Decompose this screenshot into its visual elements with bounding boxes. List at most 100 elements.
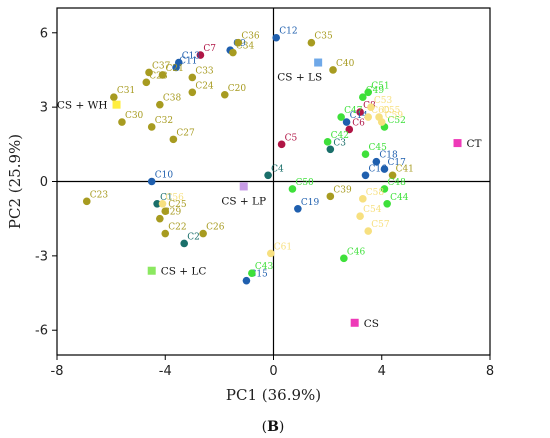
point-c36	[234, 38, 243, 47]
point-c10	[147, 177, 156, 186]
point-c5	[277, 140, 286, 149]
point-c25	[161, 207, 170, 216]
point-label-c2: C2	[187, 232, 200, 242]
point-c7	[196, 51, 205, 59]
point-label-c29: C29	[163, 208, 182, 218]
point-label-c21: C21	[166, 64, 184, 74]
sample-points: C1C2C3C4C5C6C7C8C9C10C11C12C13C14C15C16C…	[82, 27, 414, 285]
group-label-cs-lc: CS + LC	[161, 266, 207, 278]
point-label-c22: C22	[168, 223, 186, 233]
caption-open: (	[262, 419, 267, 435]
point-c34	[229, 48, 237, 57]
point-c48	[380, 185, 389, 193]
point-c8	[356, 108, 364, 116]
point-c54	[356, 212, 364, 220]
x-axis-title: PC1 (36.9%)	[226, 386, 321, 404]
point-c45	[361, 150, 370, 159]
point-c60	[364, 113, 373, 121]
point-label-c58: C58	[366, 188, 385, 198]
group-label-ct: CT	[467, 138, 482, 150]
point-label-c12: C12	[279, 27, 297, 37]
point-label-c51: C51	[371, 81, 389, 91]
point-label-c36: C36	[241, 32, 260, 42]
y-axis-title: PC2 (25.9%)	[6, 134, 24, 229]
point-label-c39: C39	[333, 185, 352, 195]
point-c6	[345, 125, 354, 134]
y-tick-label: -3	[35, 249, 48, 264]
point-label-c4: C4	[271, 164, 284, 174]
group-marker-ct	[453, 139, 462, 148]
point-label-c30: C30	[125, 111, 144, 121]
group-label-cs-lp: CS + LP	[221, 195, 266, 207]
point-label-c33: C33	[195, 66, 214, 76]
x-tick-label: -8	[51, 364, 64, 379]
point-c50	[288, 185, 297, 193]
group-marker-cs-lc	[147, 266, 156, 275]
point-label-c1: C1	[160, 193, 173, 203]
point-c58	[359, 195, 367, 203]
point-c13	[174, 58, 183, 67]
point-c57	[364, 227, 373, 235]
point-c15	[242, 276, 251, 285]
point-label-c43: C43	[255, 262, 274, 272]
point-c53	[367, 103, 375, 111]
point-c32	[147, 123, 156, 131]
point-label-c44: C44	[390, 193, 409, 203]
point-label-c17: C17	[387, 158, 406, 168]
point-c3	[326, 145, 335, 154]
point-c42	[323, 138, 332, 146]
point-c38	[156, 100, 164, 109]
group-label-cs-ls: CS + LS	[277, 72, 322, 84]
point-label-c41: C41	[396, 164, 414, 174]
point-label-c50: C50	[295, 178, 314, 188]
point-c27	[169, 135, 178, 144]
point-c26	[199, 229, 207, 238]
caption-letter: B	[267, 419, 279, 435]
point-c28	[142, 78, 151, 87]
y-tick-label: -6	[35, 324, 48, 339]
y-tick-label: 6	[40, 26, 48, 41]
y-tick-label: 3	[40, 101, 48, 116]
point-c51	[364, 88, 373, 97]
point-label-c48: C48	[387, 178, 406, 188]
point-label-c53: C53	[374, 96, 393, 106]
point-c56	[158, 200, 167, 208]
point-c44	[383, 200, 391, 208]
x-tick-label: 4	[378, 364, 386, 379]
point-label-c24: C24	[195, 81, 214, 91]
point-c1	[153, 200, 161, 208]
point-label-c25: C25	[168, 200, 187, 210]
point-label-c60: C60	[371, 106, 390, 116]
point-label-c14: C14	[350, 111, 369, 121]
point-c22	[161, 229, 170, 238]
point-c12	[272, 33, 281, 42]
point-label-c5: C5	[285, 133, 298, 143]
point-c31	[110, 93, 118, 102]
point-label-c34: C34	[236, 42, 255, 52]
group-label-cs-wh: CS + WH	[57, 100, 108, 112]
point-c39	[326, 192, 335, 201]
point-label-c19: C19	[301, 198, 320, 208]
point-label-c46: C46	[347, 247, 366, 257]
point-c23	[82, 197, 91, 206]
point-label-c57: C57	[371, 220, 390, 230]
point-label-c7: C7	[203, 44, 216, 54]
point-c17	[380, 165, 389, 173]
group-marker-cs-lp	[239, 182, 248, 191]
point-c59	[377, 118, 386, 126]
point-label-c38: C38	[163, 94, 182, 104]
point-c46	[340, 254, 348, 263]
point-label-c26: C26	[206, 223, 225, 233]
point-label-c55: C55	[382, 106, 401, 116]
x-tick-label: 8	[486, 364, 494, 379]
x-tick-label: 0	[269, 364, 277, 379]
point-label-c31: C31	[117, 86, 135, 96]
point-c47	[337, 113, 345, 121]
point-c20	[220, 90, 229, 99]
point-c14	[342, 118, 351, 126]
point-label-c20: C20	[228, 84, 247, 94]
point-label-c13: C13	[182, 52, 201, 62]
point-c29	[156, 214, 164, 223]
point-label-c52: C52	[387, 116, 405, 126]
